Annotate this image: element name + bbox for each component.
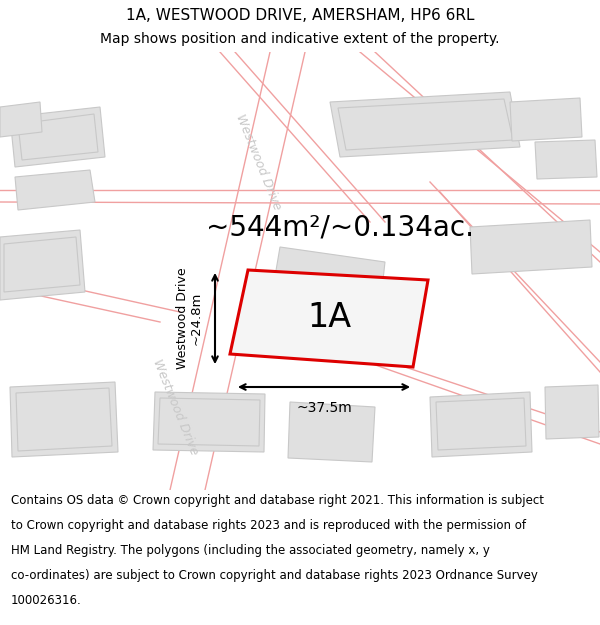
Text: 1A: 1A	[308, 301, 352, 334]
Polygon shape	[330, 92, 520, 157]
Text: to Crown copyright and database rights 2023 and is reproduced with the permissio: to Crown copyright and database rights 2…	[11, 519, 526, 532]
Text: ~24.8m: ~24.8m	[190, 292, 203, 345]
Text: Westwood Drive: Westwood Drive	[176, 268, 189, 369]
Polygon shape	[272, 247, 385, 307]
Polygon shape	[153, 392, 265, 452]
Text: ~37.5m: ~37.5m	[296, 401, 352, 415]
Polygon shape	[15, 170, 95, 210]
Text: Westwood Drive: Westwood Drive	[233, 112, 283, 212]
Polygon shape	[10, 382, 118, 457]
Polygon shape	[430, 392, 532, 457]
Polygon shape	[158, 398, 260, 446]
Polygon shape	[0, 102, 42, 137]
Polygon shape	[18, 114, 98, 160]
Polygon shape	[470, 220, 592, 274]
Text: Contains OS data © Crown copyright and database right 2021. This information is : Contains OS data © Crown copyright and d…	[11, 494, 544, 507]
Polygon shape	[288, 402, 375, 462]
Polygon shape	[10, 107, 105, 167]
Polygon shape	[248, 284, 408, 352]
Polygon shape	[545, 385, 599, 439]
Text: Map shows position and indicative extent of the property.: Map shows position and indicative extent…	[100, 32, 500, 46]
Text: 1A, WESTWOOD DRIVE, AMERSHAM, HP6 6RL: 1A, WESTWOOD DRIVE, AMERSHAM, HP6 6RL	[126, 8, 474, 22]
Text: 100026316.: 100026316.	[11, 594, 82, 607]
Polygon shape	[510, 98, 582, 141]
Polygon shape	[230, 270, 428, 367]
Polygon shape	[535, 140, 597, 179]
Polygon shape	[16, 388, 112, 451]
Text: Westwood Drive: Westwood Drive	[150, 357, 200, 457]
Text: ~544m²/~0.134ac.: ~544m²/~0.134ac.	[206, 213, 474, 241]
Text: co-ordinates) are subject to Crown copyright and database rights 2023 Ordnance S: co-ordinates) are subject to Crown copyr…	[11, 569, 538, 582]
Polygon shape	[4, 237, 80, 292]
Text: HM Land Registry. The polygons (including the associated geometry, namely x, y: HM Land Registry. The polygons (includin…	[11, 544, 490, 557]
Polygon shape	[0, 230, 85, 300]
Polygon shape	[436, 398, 526, 450]
Polygon shape	[338, 99, 513, 150]
